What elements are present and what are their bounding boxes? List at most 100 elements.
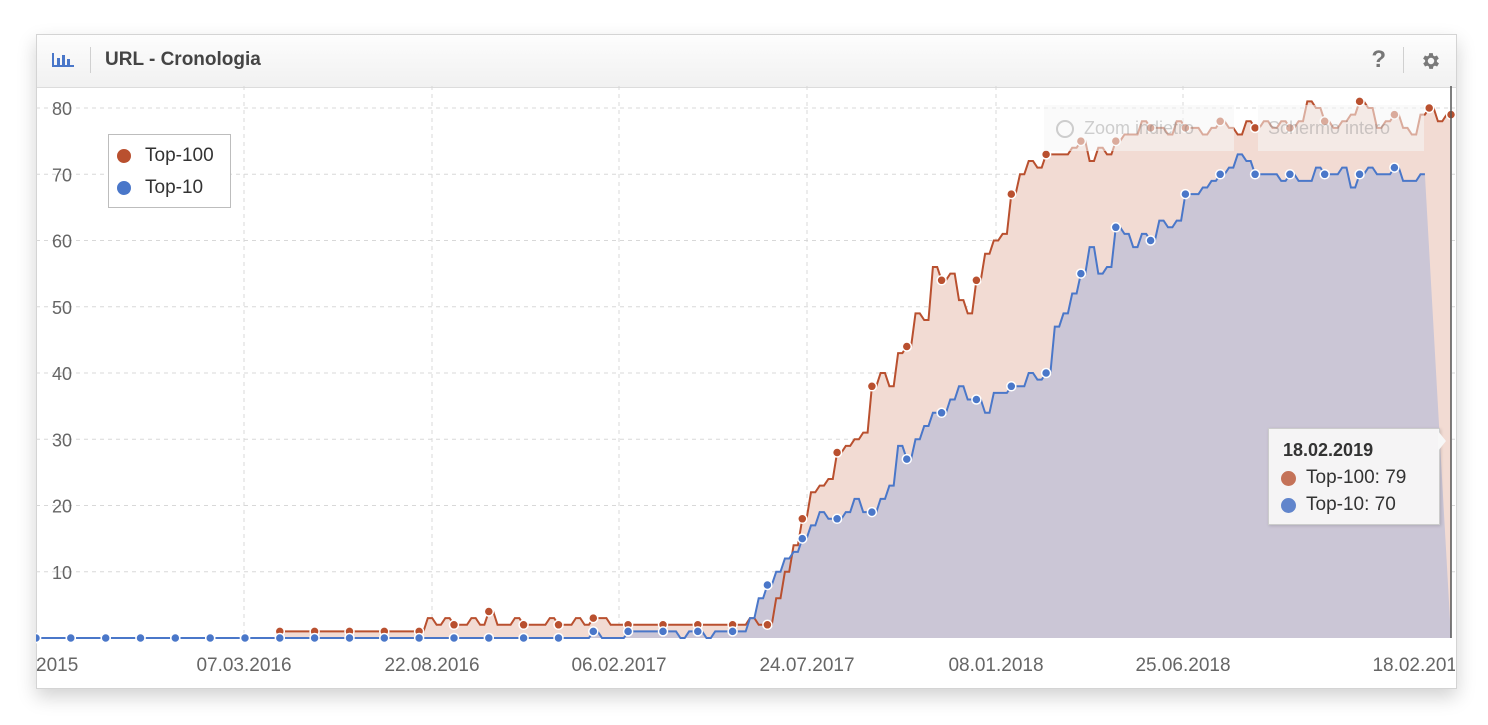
- top10-point: [831, 513, 843, 525]
- y-tick-label: 70: [52, 165, 72, 185]
- top10-point: [309, 632, 320, 644]
- bar-chart-icon: [52, 53, 74, 67]
- top100-point: [1423, 102, 1435, 114]
- top10-point: [1354, 169, 1365, 180]
- tooltip-value: Top-10: 70: [1306, 494, 1396, 515]
- y-tick-label: 60: [52, 232, 72, 252]
- top10-point: [936, 407, 947, 419]
- tooltip-row-top10: Top-10: 70: [1281, 494, 1396, 516]
- top10-point: [1214, 169, 1226, 180]
- top10-point: [170, 632, 181, 644]
- zoom-out-icon: [1056, 120, 1074, 139]
- top10-point: [135, 632, 146, 644]
- header-divider: [1403, 47, 1404, 73]
- top10-point: [1284, 169, 1296, 180]
- top100-point: [483, 606, 495, 617]
- legend-marker: [117, 181, 131, 195]
- timeline-chart: 10 20 30 40 50 60 70 80 2015 07.03.2016 22.08.2016…: [36, 86, 1455, 676]
- top10-point: [448, 632, 460, 644]
- top100-point: [901, 341, 913, 352]
- top10-point: [622, 626, 634, 637]
- top10-point: [344, 632, 355, 644]
- top100-point: [518, 619, 529, 631]
- panel-title: URL - Cronologia: [105, 49, 261, 70]
- top10-point: [762, 579, 773, 591]
- chart-tooltip: 18.02.2019 Top-100: 79 Top-10: 70: [1268, 428, 1440, 525]
- y-tick-label: 40: [52, 364, 72, 384]
- top10-point: [727, 626, 738, 637]
- top10-point: [657, 626, 669, 637]
- legend-item-top10[interactable]: Top-10: [117, 177, 203, 199]
- top10-point: [413, 632, 425, 644]
- top10-point: [1040, 367, 1052, 379]
- y-tick-label: 20: [52, 497, 72, 517]
- top100-point: [971, 275, 982, 286]
- top10-point: [1006, 381, 1017, 392]
- top100-point: [831, 447, 843, 458]
- top10-point: [204, 632, 216, 644]
- top10-point: [797, 533, 808, 544]
- gear-icon[interactable]: [1420, 50, 1442, 72]
- chart-legend: Top-100 Top-10: [108, 134, 231, 208]
- top10-area: [36, 154, 1451, 638]
- x-tick-label: 06.02.2017: [571, 655, 666, 676]
- fullscreen-button[interactable]: Schermo intero: [1258, 105, 1424, 151]
- top100-point: [762, 619, 773, 631]
- header-divider: [90, 47, 91, 73]
- top10-point: [1180, 188, 1191, 200]
- legend-label: Top-10: [145, 177, 204, 198]
- top10-point: [866, 506, 878, 518]
- top10-point: [1075, 268, 1087, 279]
- top10-point: [553, 632, 564, 644]
- x-tick-label: 08.01.2018: [948, 655, 1043, 676]
- card-header: URL - Cronologia ?: [37, 35, 1456, 88]
- top10-point: [1249, 169, 1261, 180]
- x-tick-label: 07.03.2016: [196, 655, 291, 676]
- top10-point: [36, 632, 42, 644]
- top100-point: [866, 381, 878, 392]
- top10-point: [1319, 169, 1330, 180]
- top100-point: [1006, 188, 1017, 200]
- top100-point: [1040, 149, 1052, 160]
- tooltip-pointer: [1438, 431, 1446, 451]
- help-icon[interactable]: ?: [1371, 46, 1386, 73]
- y-tick-label: 80: [52, 99, 72, 119]
- top100-point: [797, 513, 808, 525]
- legend-marker: [117, 149, 131, 163]
- top10-point: [971, 394, 982, 405]
- y-tick-label: 30: [52, 430, 72, 450]
- top10-point: [518, 632, 529, 644]
- top10-point: [588, 626, 599, 637]
- legend-label: Top-100: [145, 145, 214, 166]
- top10-point: [379, 632, 390, 644]
- y-tick-label: 10: [52, 563, 72, 583]
- top10-point: [65, 632, 77, 644]
- top10-point: [239, 632, 251, 644]
- top100-point: [936, 275, 947, 286]
- top10-point: [100, 632, 111, 644]
- x-tick-label: 24.07.2017: [759, 655, 854, 676]
- fullscreen-label: Schermo intero: [1268, 118, 1391, 138]
- legend-item-top100[interactable]: Top-100: [117, 145, 214, 167]
- y-tick-label: 50: [52, 298, 72, 318]
- top100-point: [553, 619, 564, 631]
- tooltip-row-top100: Top-100: 79: [1281, 467, 1406, 489]
- top100-point: [448, 619, 460, 631]
- x-tick-label: 18.02.2019: [1372, 655, 1455, 676]
- tooltip-date: 18.02.2019: [1283, 440, 1374, 460]
- zoom-out-button[interactable]: Zoom indietro: [1044, 105, 1234, 151]
- top10-point: [1110, 222, 1122, 233]
- x-tick-label: 2015: [36, 655, 78, 676]
- tooltip-marker: [1281, 470, 1296, 486]
- zoom-out-label: Zoom indietro: [1084, 118, 1195, 138]
- top10-point: [901, 453, 913, 465]
- top10-point: [692, 626, 704, 637]
- top100-point: [588, 612, 599, 624]
- x-tick-label: 25.06.2018: [1135, 655, 1230, 676]
- tooltip-marker: [1281, 497, 1296, 513]
- tooltip-value: Top-100: 79: [1306, 467, 1407, 488]
- top10-point: [1145, 235, 1156, 246]
- top10-point: [274, 632, 286, 644]
- top10-point: [483, 632, 495, 644]
- top10-point: [1389, 162, 1400, 173]
